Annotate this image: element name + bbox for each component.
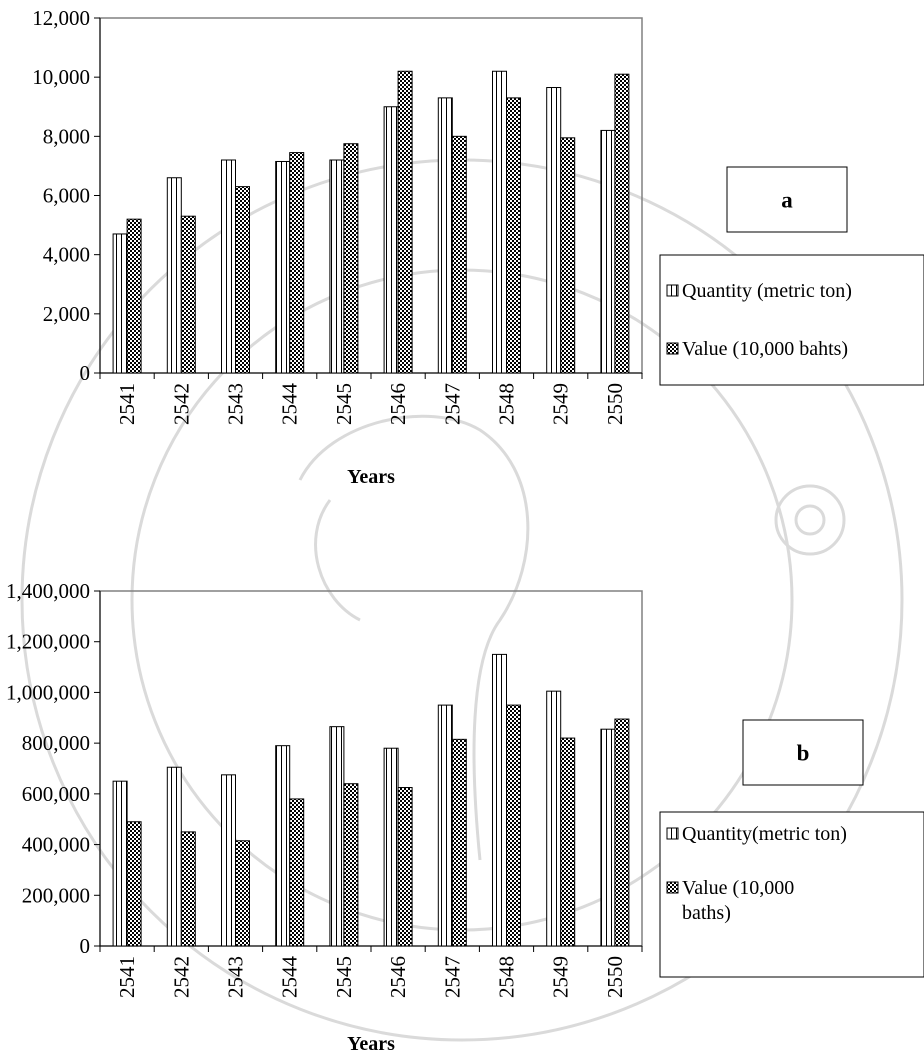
- bar-a-value-2550: [614, 73, 630, 374]
- y-tick-label: 4,000: [43, 243, 90, 267]
- legend-b: Quantity(metric ton) Value (10,000 baths): [659, 811, 924, 978]
- bar-b-value-2542: [180, 831, 196, 947]
- panel-label: a: [781, 188, 793, 213]
- x-tick-label: 2545: [332, 956, 356, 998]
- bar-b-quantity-2544: [275, 745, 291, 947]
- bar-a-value-2545: [343, 143, 359, 374]
- y-tick-label: 1,000,000: [6, 680, 90, 704]
- bar-b-quantity-2549: [546, 690, 562, 947]
- legend-swatch: [666, 284, 679, 297]
- x-tick-label: 2545: [332, 383, 356, 425]
- y-tick-label: 2,000: [43, 302, 90, 326]
- bar-a-quantity-2542: [166, 177, 182, 374]
- y-tick-label: 800,000: [22, 731, 90, 755]
- bar-a-value-2547: [451, 135, 467, 374]
- legend-label: Quantity(metric ton): [682, 823, 847, 845]
- chart-b: 0 200,000 400,000 600,000 800,000 1,000,000 1,…: [6, 579, 924, 1053]
- legend-a: Quantity (metric ton) Value (10,000 bahts…: [659, 254, 924, 386]
- x-tick-label: 2541: [115, 956, 139, 998]
- y-tick-label: 400,000: [22, 833, 90, 857]
- x-tick-label: 2549: [549, 956, 573, 998]
- bar-b-value-2541: [126, 821, 142, 947]
- x-tick-label: 2543: [224, 383, 248, 425]
- x-tick-label: 2541: [115, 383, 139, 425]
- bar-b-value-2544: [289, 798, 305, 947]
- bar-b-quantity-2543: [221, 774, 236, 947]
- x-tick-label: 2548: [495, 383, 519, 425]
- x-tick-label: 2549: [549, 383, 573, 425]
- legend-box: [659, 254, 924, 386]
- x-tick-label: 2550: [603, 383, 627, 425]
- chart-a: 0 2,000 4,000 6,000 8,000 10,000 12,000 2541 254…: [32, 6, 924, 488]
- bar-a-value-2544: [289, 152, 305, 374]
- bar-a-quantity-2545: [329, 159, 345, 374]
- bar-b-quantity-2545: [329, 726, 345, 947]
- legend-label: Quantity (metric ton): [682, 280, 852, 302]
- bar-a-quantity-2543: [221, 159, 236, 374]
- x-tick-label: 2547: [440, 383, 464, 425]
- bar-a-quantity-2546: [383, 106, 399, 374]
- bar-b-value-2545: [343, 783, 359, 947]
- y-tick-label: 1,200,000: [6, 630, 90, 654]
- x-tick-label: 2544: [278, 956, 302, 999]
- bar-b-value-2549: [560, 737, 576, 947]
- bar-a-quantity-2547: [437, 97, 453, 374]
- bar-b-quantity-2548: [492, 653, 507, 947]
- panel-label-box: [726, 166, 848, 233]
- bar-a-quantity-2548: [492, 70, 507, 374]
- bar-b-quantity-2541: [112, 780, 128, 947]
- bar-a-quantity-2550: [600, 129, 616, 374]
- panel-label: b: [797, 741, 810, 766]
- y-tick-label: 6,000: [43, 184, 90, 208]
- bar-a-value-2548: [506, 97, 521, 374]
- y-tick-label: 200,000: [22, 883, 90, 907]
- legend-swatch: [666, 342, 679, 355]
- bar-b-quantity-2547: [437, 704, 453, 947]
- bar-b-value-2548: [506, 704, 521, 947]
- y-tick-label: 12,000: [32, 6, 90, 30]
- y-tick-label: 8,000: [43, 124, 90, 148]
- x-tick-label: 2544: [278, 383, 302, 426]
- bar-a-value-2549: [560, 137, 576, 374]
- x-tick-label: 2550: [603, 956, 627, 998]
- panel-label-box: [742, 719, 864, 786]
- bar-a-quantity-2549: [546, 87, 562, 374]
- y-tick-label: 10,000: [32, 65, 90, 89]
- x-tick-label: 2543: [224, 956, 248, 998]
- x-axis-title: Years: [347, 466, 395, 488]
- legend-swatch: [666, 827, 679, 840]
- x-tick-label: 2542: [169, 956, 193, 998]
- bar-a-value-2546: [397, 70, 413, 374]
- x-tick-label: 2547: [440, 956, 464, 998]
- bar-a-value-2542: [180, 215, 196, 374]
- bar-b-value-2550: [614, 718, 630, 947]
- legend-label: Value (10,000 baths): [682, 877, 794, 924]
- y-tick-label: 0: [80, 361, 91, 385]
- y-tick-label: 600,000: [22, 782, 90, 806]
- x-axis-title: Years: [347, 1033, 395, 1053]
- bar-b-value-2547: [451, 738, 467, 947]
- bar-a-value-2543: [235, 186, 250, 374]
- legend-box: [659, 811, 924, 978]
- bar-b-quantity-2550: [600, 728, 616, 947]
- y-tick-label: 1,400,000: [6, 579, 90, 603]
- legend-label: Value (10,000 bahts): [682, 338, 848, 360]
- bar-a-quantity-2541: [112, 233, 128, 374]
- bar-b-quantity-2542: [166, 766, 182, 947]
- bar-b-value-2546: [397, 787, 413, 947]
- bar-a-value-2541: [126, 218, 142, 374]
- bar-b-value-2543: [235, 840, 250, 947]
- x-tick-label: 2546: [386, 383, 410, 425]
- x-tick-label: 2542: [169, 383, 193, 425]
- y-tick-label: 0: [80, 934, 91, 958]
- legend-swatch: [666, 881, 679, 894]
- x-tick-label: 2546: [386, 956, 410, 998]
- bar-b-quantity-2546: [383, 747, 399, 947]
- x-tick-label: 2548: [495, 956, 519, 998]
- bar-a-quantity-2544: [275, 160, 291, 374]
